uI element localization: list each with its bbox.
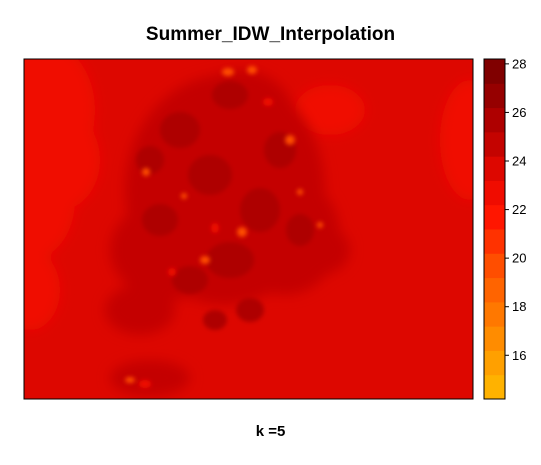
legend-color-bin <box>484 326 505 351</box>
dark-core-blob <box>206 242 254 278</box>
legend-tick-label: 26 <box>512 105 526 120</box>
legend-color-bin <box>484 374 505 400</box>
interpolation-surface <box>24 59 473 399</box>
legend-tick-label: 22 <box>512 202 526 217</box>
lighter-region <box>295 85 365 135</box>
legend-tick-label: 28 <box>512 56 526 71</box>
dark-core-blob <box>212 81 248 109</box>
legend-color-bin <box>484 301 505 327</box>
legend-color-bin <box>484 180 505 206</box>
legend-tick-label: 24 <box>512 154 526 169</box>
lighter-region <box>440 80 473 200</box>
legend-frame <box>483 58 506 400</box>
hotspot <box>200 256 210 264</box>
legend-color-bin <box>484 253 505 279</box>
legend-tick-label: 20 <box>512 251 526 266</box>
hotspot <box>125 377 135 383</box>
hotspot <box>181 193 187 199</box>
hotspot <box>222 68 234 76</box>
central-dark-core <box>136 81 314 330</box>
plot-frame <box>23 58 474 400</box>
hotspots <box>125 66 323 388</box>
hotspot <box>211 223 219 233</box>
lighter-region <box>24 250 60 330</box>
cluster-region <box>105 285 175 335</box>
hotspot <box>317 222 323 228</box>
legend-color-bin <box>484 350 505 376</box>
legend-color-bin <box>484 107 505 133</box>
hotspot <box>297 189 303 195</box>
hotspot <box>263 98 273 106</box>
dark-core-blob <box>172 266 208 294</box>
dark-core-blob <box>142 204 178 236</box>
legend-color-bin <box>484 59 505 84</box>
hotspot <box>247 66 257 74</box>
dark-core-blob <box>240 188 280 232</box>
dark-core-blob <box>286 214 314 246</box>
hotspot <box>168 268 176 276</box>
legend-tick-label: 16 <box>512 348 526 363</box>
color-legend: 16 18 20 22 24 26 28 <box>483 56 526 400</box>
dark-core-blob <box>236 298 264 322</box>
lighter-region <box>24 110 100 210</box>
dark-core-blob <box>203 310 227 330</box>
southern-dark-area <box>110 360 190 396</box>
legend-color-bin <box>484 277 505 303</box>
x-axis-label: k =5 <box>255 423 286 440</box>
hotspot <box>237 227 247 237</box>
southern-hotspot <box>110 360 190 396</box>
legend-color-bin <box>484 83 505 109</box>
dark-core-blob <box>136 146 164 174</box>
chart-title: Summer_IDW_Interpolation <box>145 24 396 45</box>
legend-color-bin <box>484 156 505 181</box>
dark-core-blob <box>188 155 232 195</box>
hotspot <box>139 380 151 388</box>
legend-tick-label: 18 <box>512 299 526 314</box>
dark-core-blob <box>160 112 200 148</box>
legend-color-bin <box>484 131 505 157</box>
hotspot <box>285 135 295 145</box>
legend-color-bin <box>484 229 505 254</box>
legend-color-bin <box>484 204 505 230</box>
hotspot <box>142 168 150 176</box>
field-lighter-regions <box>24 59 473 330</box>
